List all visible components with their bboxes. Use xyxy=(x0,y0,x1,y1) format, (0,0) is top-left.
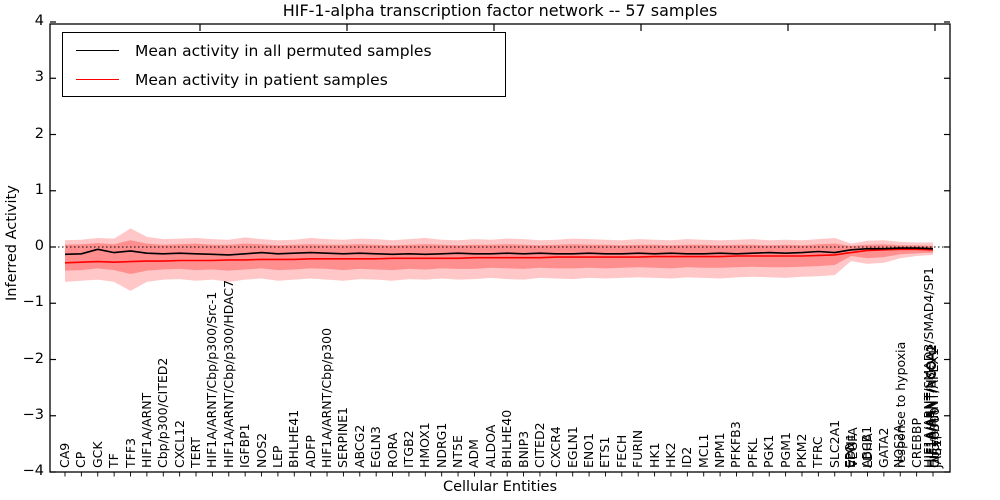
x-tick-label: SERPINE1 xyxy=(335,407,351,468)
x-tick-label: response to hypoxia xyxy=(893,341,909,468)
legend-entry-patient: Mean activity in patient samples xyxy=(63,65,505,94)
x-tick-label: PFKFB3 xyxy=(728,421,744,468)
chart-title: HIF-1-alpha transcription factor network… xyxy=(282,1,718,20)
y-tick-label: −4 xyxy=(22,463,44,479)
x-tick-label: ADFP xyxy=(302,435,318,468)
x-tick-label: BHLHE41 xyxy=(286,409,302,468)
x-tick-label: PKM2 xyxy=(793,433,809,468)
y-tick-label: −1 xyxy=(22,294,44,311)
x-tick-label: SLC2A1 xyxy=(826,419,842,468)
y-tick-label: 1 xyxy=(34,181,44,198)
x-tick-label: HMOX1 xyxy=(417,422,433,468)
x-tick-label: CP xyxy=(73,451,89,468)
y-tick-label: −3 xyxy=(22,406,44,423)
x-tick-label: GCK xyxy=(89,441,105,468)
x-tick-label: LEP xyxy=(269,445,285,468)
y-tick-label: 2 xyxy=(34,125,44,142)
y-tick-label: 4 xyxy=(34,13,44,29)
x-tick-label: HK2 xyxy=(662,442,678,468)
x-tick-label: CITED2 xyxy=(531,422,547,468)
x-tick-label: FURIN xyxy=(630,429,646,468)
legend-label: Mean activity in all permuted samples xyxy=(135,41,432,60)
x-tick-label: VEGFA xyxy=(844,427,860,468)
x-axis-label: Cellular Entities xyxy=(442,479,558,495)
x-tick-label: ALDOA xyxy=(482,424,498,468)
patient-mean-line xyxy=(64,248,934,264)
x-tick-label: FECH xyxy=(613,434,629,468)
x-tick-label: ETS1 xyxy=(597,436,613,468)
x-tick-label: ID2 xyxy=(679,446,695,468)
x-tick-label: TF xyxy=(106,453,122,468)
x-tick-label: PGK1 xyxy=(761,434,777,468)
x-tick-label: ADM xyxy=(466,439,482,468)
x-tick-label: ENO1 xyxy=(581,432,597,468)
x-tick-label: HIF1A/ARNT/Cbp/p300 xyxy=(319,327,335,468)
x-tick-label: MCL1 xyxy=(695,433,711,468)
y-tick-label: 3 xyxy=(34,69,44,86)
red-line-swatch xyxy=(76,79,119,80)
black-line-swatch xyxy=(76,50,119,51)
y-tick-label: 0 xyxy=(34,238,44,254)
x-tick-label: HIF1A/ARNT/Cbp/p300/Src-1 xyxy=(204,291,220,468)
x-tick-label: GATA2 xyxy=(875,427,891,468)
x-tick-label: NDRG1 xyxy=(433,422,449,468)
x-tick-label: ABCG2 xyxy=(351,424,367,468)
x-tick-label: HIF1A/ARNT xyxy=(138,392,154,468)
legend-entry-permuted: Mean activity in all permuted samples xyxy=(63,36,505,65)
x-tick-label: TFF3 xyxy=(122,438,138,468)
permuted-range-outer xyxy=(65,228,933,291)
x-tick-label: PFKL xyxy=(744,438,760,468)
x-tick-label: PGM1 xyxy=(777,432,793,468)
x-tick-label: CA9 xyxy=(57,442,72,468)
x-tick-label: CXCL12 xyxy=(171,420,187,468)
x-tick-label: BNIP3 xyxy=(515,430,531,468)
x-tick-label: NPM1 xyxy=(712,432,728,468)
x-tick-label: RORA xyxy=(384,432,400,468)
x-tick-label: NOS2 xyxy=(253,432,269,468)
x-tick-label: EGLN1 xyxy=(564,426,580,468)
legend: Mean activity in all permuted samples Me… xyxy=(62,32,506,97)
x-tick-label: ITGB2 xyxy=(400,430,416,468)
x-tick-label: EGLN3 xyxy=(368,426,384,468)
x-tick-label: LDHA xyxy=(860,433,876,468)
x-tick-label: NT5E xyxy=(450,435,466,468)
x-tick-label: HK1 xyxy=(646,442,662,468)
permuted-mean-line xyxy=(64,247,934,256)
x-tick-label: CXCR4 xyxy=(548,426,564,468)
x-tick-label: TERT xyxy=(188,437,204,468)
x-tick-label: BHLHE40 xyxy=(499,409,515,468)
x-tick-label: HIF1A/ARNT/Cbp/p300/HDAC7 xyxy=(220,279,236,468)
y-tick-label: −2 xyxy=(22,350,44,367)
legend-label: Mean activity in patient samples xyxy=(135,70,388,89)
x-tick-label: IGFBP1 xyxy=(237,423,253,468)
x-tick-label: Cbp/p300/CITED2 xyxy=(155,357,171,468)
x-tick-label: JAB1 xyxy=(929,439,944,468)
x-tick-label: TFRC xyxy=(810,436,826,468)
